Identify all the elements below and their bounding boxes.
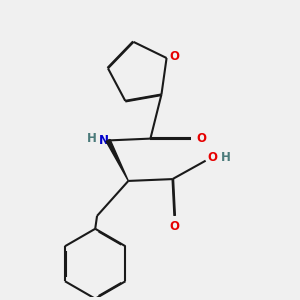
Text: O: O [170,50,180,63]
Text: O: O [169,220,179,233]
Text: N: N [99,134,109,147]
Polygon shape [106,140,128,181]
Text: H: H [221,151,231,164]
Text: O: O [196,132,206,145]
Text: H: H [86,132,96,145]
Text: O: O [207,151,217,164]
